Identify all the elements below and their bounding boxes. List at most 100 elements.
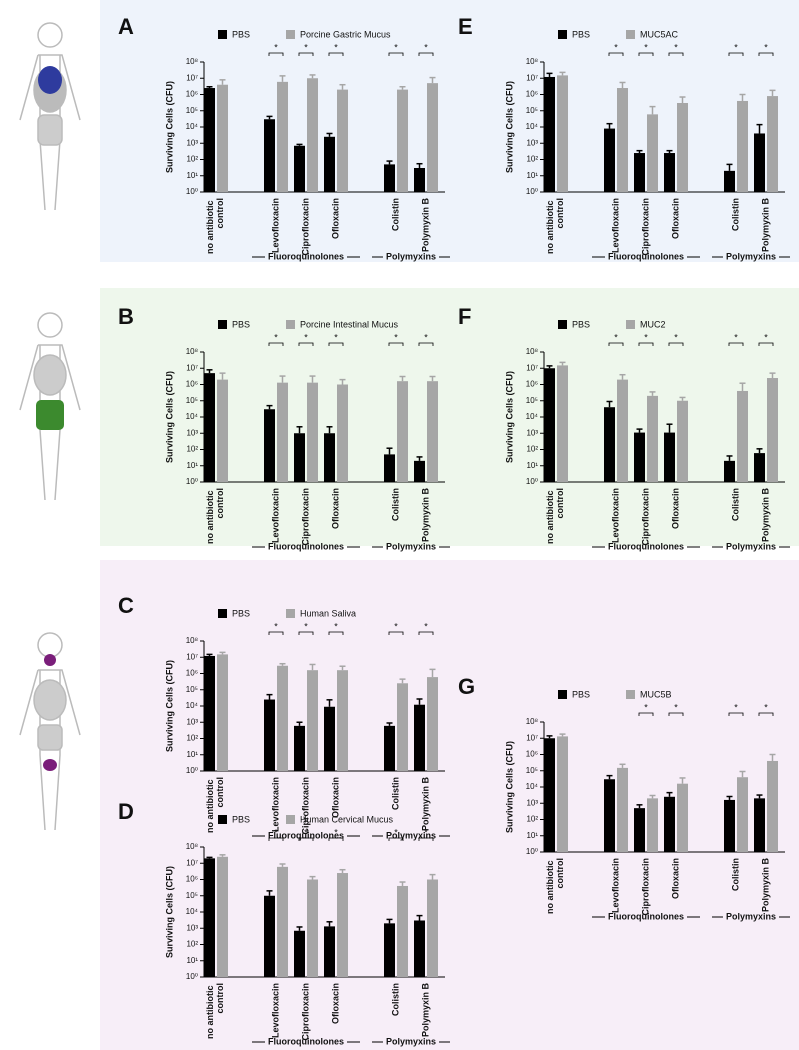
significance-star: * <box>614 42 618 52</box>
bar <box>414 704 425 771</box>
significance-star: * <box>274 621 278 631</box>
significance-star: * <box>424 621 428 631</box>
y-tick-label: 10² <box>526 815 538 824</box>
bar <box>294 433 305 482</box>
y-tick-label: 10⁸ <box>186 842 198 851</box>
significance-star: * <box>614 332 618 342</box>
bar <box>724 170 735 192</box>
bar <box>557 75 568 192</box>
y-axis-label: Surviving Cells (CFU) <box>504 741 514 833</box>
bar <box>427 879 438 977</box>
bar <box>307 879 318 977</box>
group-label: Fluoroquinolones <box>268 830 344 840</box>
x-tick-label: Levofloxacin <box>610 198 620 253</box>
bar <box>604 779 615 852</box>
group-label: Polymyxins <box>386 541 436 551</box>
y-tick-label: 10² <box>186 940 198 949</box>
legend-swatch <box>286 30 295 39</box>
y-tick-label: 10⁴ <box>186 701 199 710</box>
y-tick-label: 10³ <box>186 923 198 932</box>
y-tick-label: 10⁰ <box>526 847 538 856</box>
bar <box>557 365 568 482</box>
significance-bracket <box>418 631 434 635</box>
bar <box>294 725 305 771</box>
legend-label: PBS <box>232 814 250 824</box>
bar <box>324 136 335 192</box>
y-tick-label: 10² <box>186 155 198 164</box>
legend-label: PBS <box>572 689 590 699</box>
body-figure <box>19 632 81 831</box>
bar <box>277 81 288 192</box>
x-tick-label: Polymyxin B <box>420 777 430 832</box>
significance-star: * <box>304 332 308 342</box>
chart: E PBS MUC5AC Surviving Cells (CFU) 10⁰ 10¹ 10²… <box>458 14 790 261</box>
x-tick-label: Colistin <box>390 983 400 1016</box>
significance-bracket <box>268 52 284 56</box>
y-tick-label: 10⁰ <box>526 477 538 486</box>
bar <box>294 145 305 192</box>
x-tick-label: Levofloxacin <box>270 777 280 832</box>
y-tick-label: 10³ <box>526 798 538 807</box>
y-tick-label: 10⁵ <box>186 685 198 694</box>
significance-bracket <box>418 52 434 56</box>
bar <box>307 78 318 192</box>
bar <box>754 798 765 852</box>
y-tick-label: 10⁸ <box>186 636 198 645</box>
x-tick-label: Ciprofloxacin <box>300 488 310 546</box>
y-tick-label: 10⁵ <box>526 766 538 775</box>
x-tick-label: Ciprofloxacin <box>300 777 310 835</box>
legend-swatch <box>626 320 635 329</box>
legend-swatch <box>626 30 635 39</box>
y-tick-label: 10⁷ <box>526 73 538 82</box>
x-tick-label: Colistin <box>730 858 740 891</box>
bar <box>677 102 688 192</box>
bar <box>204 858 215 977</box>
y-axis-label: Surviving Cells (CFU) <box>164 660 174 752</box>
significance-star: * <box>734 702 738 712</box>
bar <box>427 83 438 192</box>
significance-star: * <box>394 827 398 837</box>
y-axis-label: Surviving Cells (CFU) <box>504 81 514 173</box>
bar <box>604 407 615 482</box>
y-tick-label: 10⁵ <box>186 106 198 115</box>
bar <box>737 777 748 852</box>
x-tick-label: Ofloxacin <box>330 777 340 818</box>
significance-star: * <box>394 621 398 631</box>
significance-bracket <box>388 631 404 635</box>
x-tick-label: Colistin <box>390 488 400 521</box>
bar <box>337 384 348 482</box>
chart: B PBS Porcine Intestinal Mucus Surviving Ce… <box>118 304 450 551</box>
significance-bracket <box>608 52 624 56</box>
y-tick-label: 10⁵ <box>186 396 198 405</box>
y-tick-label: 10⁶ <box>186 669 198 678</box>
x-tick-label: Ciprofloxacin <box>640 488 650 546</box>
panel-letter: C <box>118 593 134 618</box>
x-tick-label: Ciprofloxacin <box>300 983 310 1041</box>
bar <box>604 128 615 192</box>
significance-bracket <box>758 712 774 716</box>
x-tick-label: Ciprofloxacin <box>640 858 650 916</box>
bar <box>337 873 348 977</box>
significance-bracket <box>268 837 284 841</box>
x-tick-label: Ofloxacin <box>670 488 680 529</box>
significance-star: * <box>394 332 398 342</box>
significance-bracket <box>328 837 344 841</box>
significance-star: * <box>644 42 648 52</box>
bar <box>767 378 778 482</box>
bar <box>664 796 675 852</box>
legend-label: PBS <box>232 29 250 39</box>
significance-bracket <box>418 342 434 346</box>
legend-label: PBS <box>232 319 250 329</box>
significance-star: * <box>424 332 428 342</box>
legend-swatch <box>558 30 567 39</box>
x-tick-label: no antibiotic control <box>545 488 565 544</box>
legend-label: Porcine Gastric Mucus <box>300 29 391 39</box>
significance-star: * <box>764 42 768 52</box>
body-figure <box>19 312 81 501</box>
bar <box>337 670 348 771</box>
y-tick-label: 10⁰ <box>186 477 198 486</box>
legend-swatch <box>558 320 567 329</box>
significance-star: * <box>304 42 308 52</box>
x-tick-label: no antibiotic control <box>205 488 225 544</box>
